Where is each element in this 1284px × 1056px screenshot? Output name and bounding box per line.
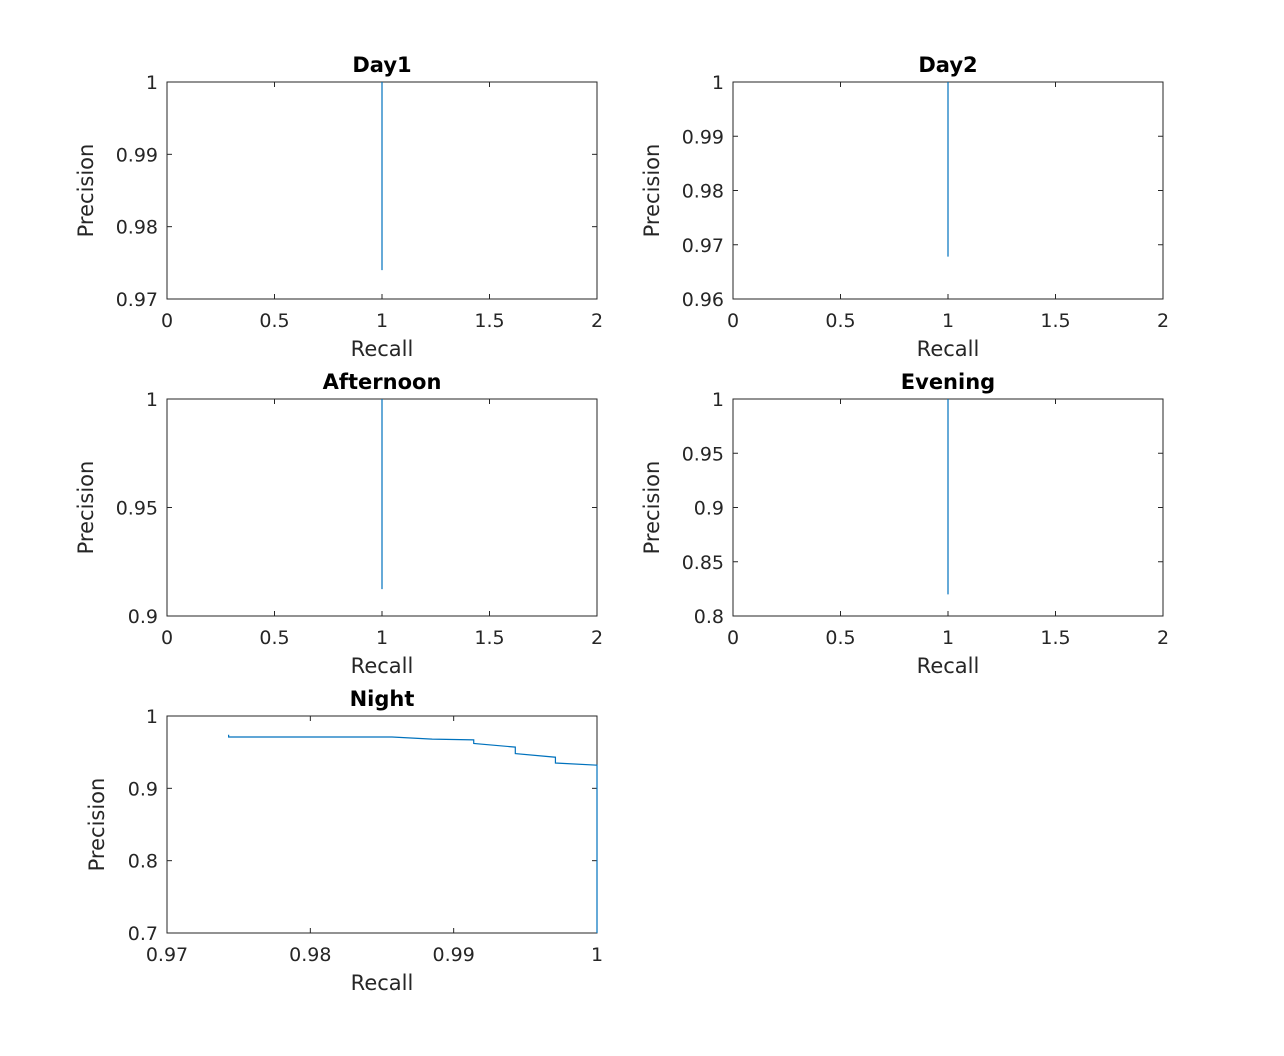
y-tick-label: 0.98	[682, 181, 724, 203]
subplot-day2: Day2 0 0.5 1 1.5 2 0.96 0.97 0.98 0.99 1 Recall Prec…	[640, 53, 1169, 361]
y-tick-label: 1	[146, 389, 158, 411]
x-tick-label: 0	[727, 627, 739, 649]
x-tick-label: 1.5	[1040, 627, 1070, 649]
x-tick-label: 1	[942, 310, 954, 332]
x-tick-label: 0.97	[146, 944, 188, 966]
x-tick-label: 1	[591, 944, 603, 966]
y-tick-label: 1	[712, 389, 724, 411]
chart-title: Day2	[918, 53, 977, 77]
x-axis-label: Recall	[351, 337, 414, 361]
y-tick-label: 0.97	[682, 235, 724, 257]
x-tick-label: 0.5	[259, 627, 289, 649]
y-tick-label: 0.98	[116, 217, 158, 239]
x-axis-label: Recall	[917, 654, 980, 678]
x-tick-label: 1.5	[474, 310, 504, 332]
x-tick-label: 0.99	[433, 944, 475, 966]
x-tick-label: 0	[161, 310, 173, 332]
y-axis-label: Precision	[85, 778, 109, 872]
x-tick-label: 1.5	[1040, 310, 1070, 332]
y-tick-label: 0.96	[682, 289, 724, 311]
x-axis-label: Recall	[351, 971, 414, 995]
chart-title: Evening	[901, 370, 995, 394]
x-tick-label: 2	[1157, 310, 1169, 332]
y-tick-label: 0.9	[128, 606, 158, 628]
y-tick-label: 1	[712, 72, 724, 94]
y-tick-label: 0.7	[128, 923, 158, 945]
x-axis-label: Recall	[917, 337, 980, 361]
y-axis-label: Precision	[640, 461, 664, 555]
chart-title: Day1	[352, 53, 411, 77]
x-tick-label: 0.5	[825, 627, 855, 649]
subplot-day1: Day1 0 0.5 1 1.5 2 0.97 0.98 0.99 1 Recall Precisio…	[74, 53, 603, 361]
y-axis-label: Precision	[74, 461, 98, 555]
x-tick-label: 0.5	[825, 310, 855, 332]
subplot-afternoon: Afternoon 0 0.5 1 1.5 2 0.9 0.95 1 Recall Precisio…	[74, 370, 603, 678]
x-tick-label: 1	[942, 627, 954, 649]
x-tick-label: 1	[376, 310, 388, 332]
y-tick-label: 0.8	[694, 606, 724, 628]
x-tick-label: 2	[591, 627, 603, 649]
x-tick-label: 0	[727, 310, 739, 332]
y-tick-label: 0.99	[682, 126, 724, 148]
y-tick-label: 0.8	[128, 851, 158, 873]
y-tick-label: 1	[146, 72, 158, 94]
y-tick-label: 0.99	[116, 144, 158, 166]
chart-title: Night	[350, 687, 415, 711]
x-tick-label: 2	[591, 310, 603, 332]
subplot-night: Night 0.97 0.98 0.99 1 0.7 0.8 0.9 1 Recall Precis…	[85, 687, 603, 995]
x-tick-label: 0	[161, 627, 173, 649]
y-tick-label: 0.85	[682, 552, 724, 574]
x-tick-label: 2	[1157, 627, 1169, 649]
x-tick-label: 0.98	[289, 944, 331, 966]
y-tick-label: 0.9	[694, 498, 724, 520]
y-tick-label: 0.97	[116, 289, 158, 311]
axes-box	[166, 715, 598, 934]
subplot-evening: Evening 0 0.5 1 1.5 2 0.8 0.85 0.9 0.95 1 Recall Pre…	[640, 370, 1169, 678]
y-tick-label: 0.95	[682, 443, 724, 465]
x-axis-label: Recall	[351, 654, 414, 678]
x-tick-label: 0.5	[259, 310, 289, 332]
x-tick-label: 1.5	[474, 627, 504, 649]
y-axis-label: Precision	[640, 144, 664, 238]
y-tick-label: 1	[146, 706, 158, 728]
x-tick-label: 1	[376, 627, 388, 649]
pr-curve-line	[228, 734, 598, 933]
y-axis-label: Precision	[74, 144, 98, 238]
y-tick-label: 0.9	[128, 778, 158, 800]
y-tick-label: 0.95	[116, 498, 158, 520]
chart-title: Afternoon	[323, 370, 442, 394]
